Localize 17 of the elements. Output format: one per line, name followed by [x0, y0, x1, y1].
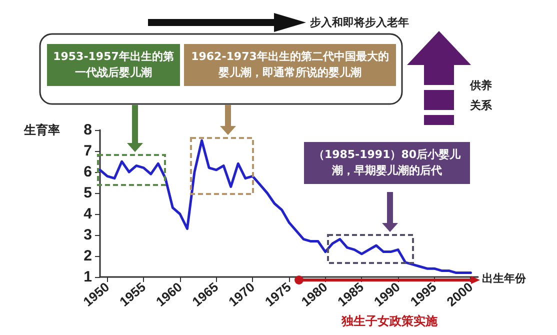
- y-tick-label: 8: [84, 122, 92, 138]
- text: 独生子女政策实施: [342, 313, 438, 330]
- line-series: [98, 139, 472, 274]
- text: 1962-1973年出生的第二代中国最大的婴儿潮，即通常所说的婴儿潮: [184, 44, 396, 86]
- y-tick-label: 5: [84, 184, 92, 202]
- text: 步入和即将步入老年: [310, 15, 409, 30]
- y-tick-label: 1: [84, 268, 92, 286]
- y-tick-label: 7: [84, 142, 92, 160]
- y-tick-label: 2: [84, 248, 92, 264]
- annotation: （1985-1991）80后小婴儿潮，早期婴儿潮的后代: [304, 142, 470, 184]
- y-tick-label: 3: [84, 226, 92, 244]
- y-tick-label: 4: [84, 206, 93, 222]
- y-axis-title: 生育率: [24, 122, 60, 139]
- y-tick-label: 6: [84, 164, 92, 180]
- text: 供养关系: [470, 78, 493, 114]
- x-axis-title: 出生年份: [482, 271, 526, 286]
- text: 1953-1957年出生的第一代战后婴儿潮: [47, 44, 180, 86]
